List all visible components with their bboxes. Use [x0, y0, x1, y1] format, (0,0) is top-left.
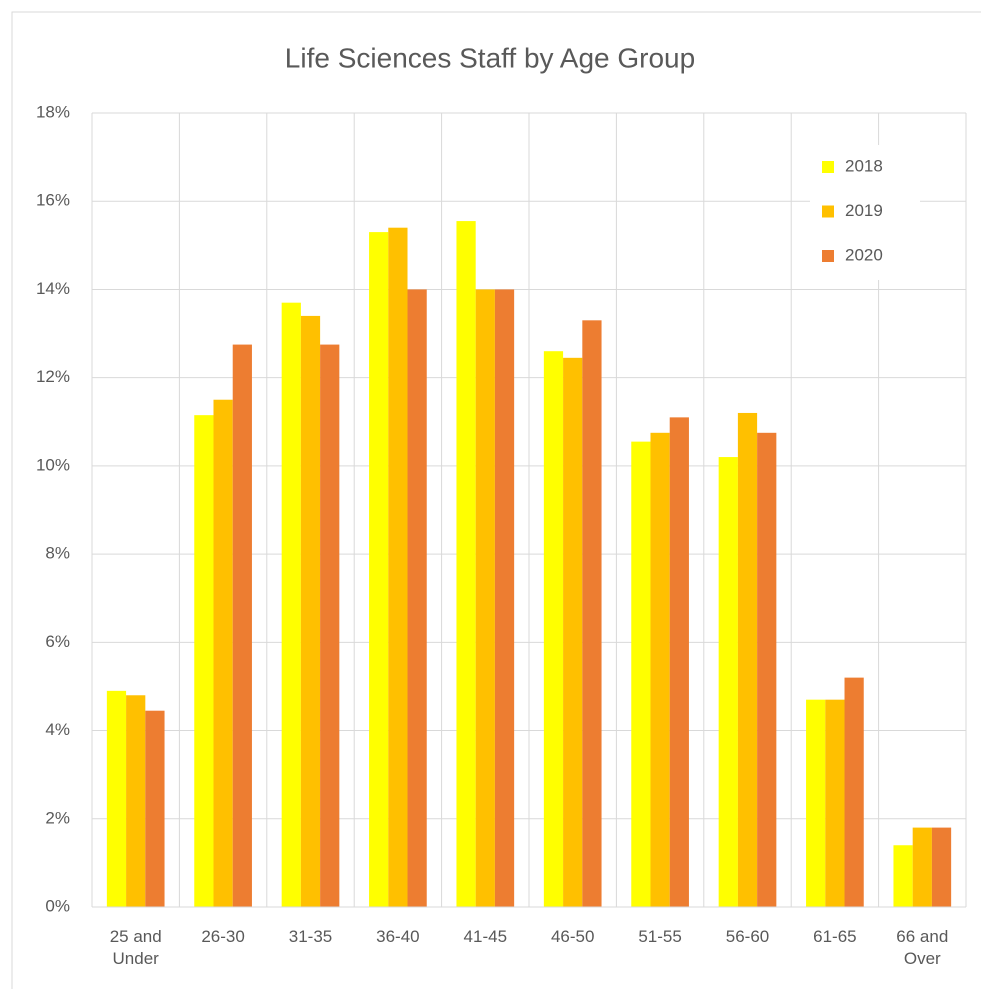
y-tick-label: 10%: [36, 455, 70, 474]
legend-swatch: [822, 205, 834, 218]
bar: [456, 221, 476, 908]
y-tick-label: 12%: [36, 367, 70, 386]
bar: [543, 351, 564, 907]
bar: [213, 399, 233, 907]
legend-label: 2020: [845, 245, 883, 264]
chart-title: Life Sciences Staff by Age Group: [285, 42, 695, 73]
bar: [931, 827, 952, 907]
y-tick-label: 2%: [45, 808, 70, 827]
y-tick-label: 8%: [45, 544, 70, 563]
bar: [475, 289, 495, 907]
bar: [757, 432, 777, 907]
bar: [650, 432, 670, 907]
bar: [737, 412, 758, 907]
bar: [388, 227, 408, 907]
bar: [631, 441, 651, 907]
bar: [145, 710, 165, 907]
bar: [369, 232, 389, 908]
y-tick-label: 4%: [45, 720, 70, 739]
legend-label: 2018: [845, 156, 883, 175]
x-tick-label: 31-35: [288, 927, 333, 946]
bar: [300, 315, 321, 907]
bar: [563, 357, 583, 908]
x-tick-label: 41-45: [463, 927, 508, 946]
bar: [194, 415, 214, 907]
bar: [912, 827, 932, 907]
bar: [582, 320, 602, 907]
bar: [825, 699, 845, 907]
bar: [281, 302, 301, 908]
x-tick-label: 25 and Under: [109, 927, 162, 968]
x-tick-label: 61-65: [813, 927, 857, 946]
legend-label: 2019: [845, 201, 883, 220]
y-tick-label: 6%: [45, 632, 70, 651]
bar: [806, 699, 826, 907]
y-tick-label: 18%: [36, 102, 70, 121]
y-tick-label: 14%: [36, 279, 70, 298]
bar: [494, 289, 515, 907]
bar: [126, 695, 146, 907]
bar: [718, 457, 738, 907]
x-tick-label: 36-40: [376, 927, 420, 946]
x-tick-label: 26-30: [201, 927, 245, 946]
bar: [844, 677, 864, 907]
x-tick-label: 46-50: [550, 927, 595, 946]
bar: [232, 344, 252, 907]
legend-swatch: [822, 250, 834, 262]
bar: [407, 289, 427, 907]
bar: [320, 344, 340, 907]
bar: [893, 845, 913, 907]
y-tick-label: 0%: [45, 896, 70, 915]
bar: [669, 417, 689, 907]
bar: [106, 690, 127, 907]
x-tick-label: 51-55: [638, 927, 682, 946]
y-tick-label: 16%: [36, 191, 70, 210]
legend-swatch: [822, 161, 834, 173]
x-tick-label: 66 and Over: [896, 927, 949, 968]
x-tick-label: 56-60: [725, 927, 770, 946]
